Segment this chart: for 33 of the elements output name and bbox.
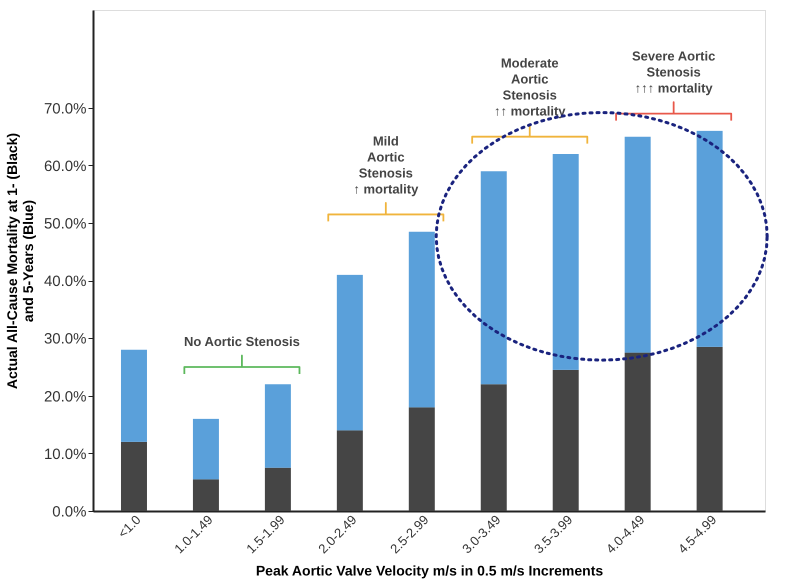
y-tick-label: 40.0% bbox=[44, 273, 86, 290]
bar bbox=[696, 346, 723, 511]
bar bbox=[408, 232, 435, 408]
x-tick-label: <1.0 bbox=[114, 512, 144, 541]
y-axis-title: Actual All-Cause Mortality at 1- (Black) and 5-Years (Blue) bbox=[4, 132, 36, 390]
annotation: No Aortic Stenosis bbox=[184, 334, 300, 350]
bar bbox=[120, 350, 147, 442]
bar bbox=[120, 442, 147, 511]
bar bbox=[624, 352, 651, 511]
y-tick-label: 50.0% bbox=[44, 216, 86, 233]
y-tick-label: 0.0% bbox=[52, 504, 86, 520]
x-axis-title: Peak Aortic Valve Velocity m/s in 0.5 m/s Increments bbox=[256, 562, 604, 578]
y-tick-label: 20.0% bbox=[44, 388, 86, 406]
annotation: Moderate Aortic Stenosis ↑↑ mortality bbox=[494, 56, 566, 119]
bar bbox=[552, 370, 579, 511]
bar bbox=[480, 384, 507, 511]
bar bbox=[624, 136, 651, 353]
bar bbox=[336, 274, 363, 430]
y-tick-label: 70.0% bbox=[44, 100, 86, 118]
annotation: Severe Aortic Stenosis ↑↑↑ mortality bbox=[632, 48, 716, 96]
bar bbox=[480, 171, 507, 384]
bar bbox=[336, 430, 363, 511]
bar bbox=[264, 468, 291, 511]
annotation: Mild Aortic Stenosis ↑ mortality bbox=[353, 133, 420, 196]
bar bbox=[408, 407, 435, 511]
bar bbox=[264, 384, 291, 468]
y-tick-label: 10.0% bbox=[44, 446, 86, 463]
bar bbox=[696, 130, 723, 347]
bar bbox=[552, 154, 579, 370]
y-tick-label: 30.0% bbox=[44, 330, 86, 348]
y-tick-label: 60.0% bbox=[44, 158, 86, 175]
bar bbox=[192, 479, 219, 511]
bar bbox=[192, 418, 219, 480]
